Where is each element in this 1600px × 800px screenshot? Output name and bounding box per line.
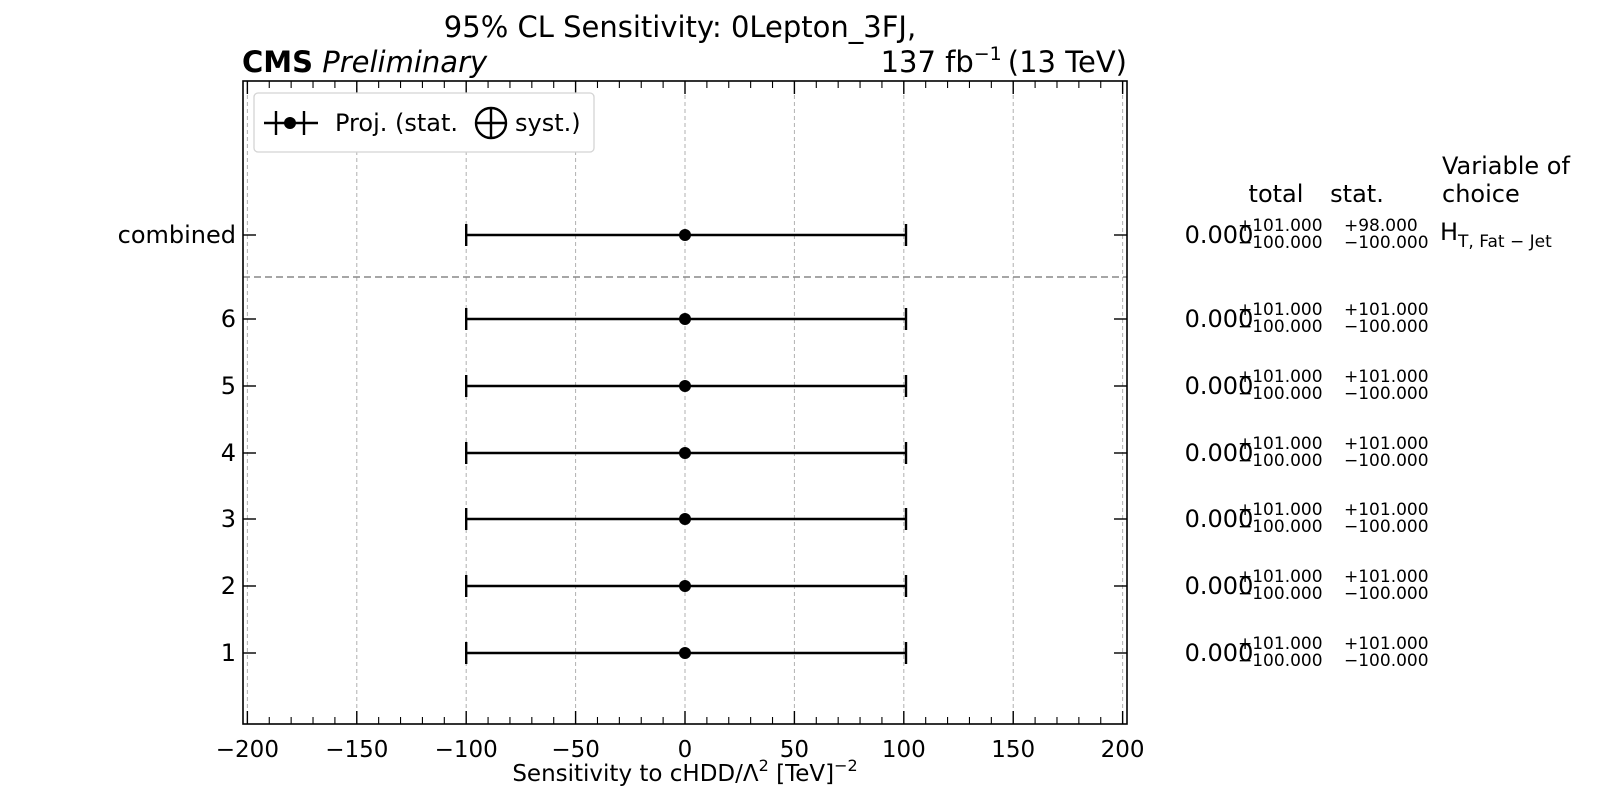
data-point [679,447,691,459]
stat-error-up: +101.000 [1344,567,1429,587]
column-header-stat: stat. [1330,180,1384,208]
y-tick-label: 4 [221,439,236,467]
legend-box [253,92,595,153]
total-error-down: −100.000 [1238,651,1323,671]
total-error-down: −100.000 [1238,584,1323,604]
x-tick-label: 200 [1101,737,1145,763]
total-error-down: −100.000 [1238,317,1323,337]
stat-error-up: +101.000 [1344,434,1429,454]
x-tick-label: −50 [551,737,600,763]
total-error-down: −100.000 [1238,233,1323,253]
central-value: 0.000 [1185,505,1254,533]
total-error-up: +101.000 [1238,500,1323,520]
luminosity-label: 137 fb−1 (13 TeV) [881,43,1127,79]
variable-subscript: T, Fat − Jet [1457,232,1552,252]
data-point [679,313,691,325]
data-point [679,229,691,241]
y-tick-label: 2 [221,572,236,600]
x-tick-label: −150 [325,737,388,763]
stat-error-down: −100.000 [1344,233,1429,253]
experiment-label: CMS Preliminary [242,45,488,79]
y-tick-label: 3 [221,505,236,533]
energy-label: (13 TeV) [1008,45,1127,79]
total-error-up: +101.000 [1238,567,1323,587]
central-value: 0.000 [1185,221,1254,249]
total-error-up: +101.000 [1238,300,1323,320]
x-tick-label: 0 [678,737,693,763]
central-value: 0.000 [1185,639,1254,667]
x-axis-label: Sensitivity to cHDD/Λ2 [TeV]−2 [512,756,857,787]
total-error-up: +101.000 [1238,434,1323,454]
total-error-down: −100.000 [1238,384,1323,404]
data-point [679,380,691,392]
y-tick-label: 1 [221,639,236,667]
total-error-down: −100.000 [1238,517,1323,537]
y-tick-label: 6 [221,305,236,333]
grid-lines [246,81,1124,724]
variable-of-choice: HT, Fat − Jet [1440,218,1552,252]
x-tick-label: 50 [780,737,809,763]
column-header-total: total [1249,180,1304,208]
x-tick-label: 100 [882,737,926,763]
stat-error-down: −100.000 [1344,517,1429,537]
data-point [679,647,691,659]
stat-error-up: +101.000 [1344,500,1429,520]
stat-error-down: −100.000 [1344,451,1429,471]
x-tick-label: −200 [216,737,279,763]
stat-error-up: +101.000 [1344,634,1429,654]
lumi-exponent: −1 [974,43,1002,65]
oplus-icon [474,106,508,140]
chart-title: 95% CL Sensitivity: 0Lepton_3FJ, [444,10,916,44]
lumi-value: 137 fb [881,45,974,79]
central-value: 0.000 [1185,372,1254,400]
total-error-up: +101.000 [1238,367,1323,387]
column-header-variable-1: Variable of [1442,152,1570,180]
total-error-up: +101.000 [1238,634,1323,654]
legend-label-stat: Proj. (stat. [335,109,458,137]
x-axis-ticks: −200 −150 −100 −50 0 50 100 150 200 [216,81,1145,763]
column-header-variable-2: choice [1442,180,1520,208]
legend: Proj. (stat. syst.) [253,92,595,153]
x-tick-label: −100 [435,737,498,763]
legend-errorbar-icon [264,111,318,135]
variable-main: H [1440,218,1458,246]
experiment-name: CMS [242,45,313,79]
data-point [679,513,691,525]
stat-error-down: −100.000 [1344,651,1429,671]
stat-error-down: −100.000 [1344,384,1429,404]
experiment-status: Preliminary [322,45,488,79]
central-value: 0.000 [1185,439,1254,467]
y-tick-label: combined [118,221,236,249]
stat-error-down: −100.000 [1344,584,1429,604]
stat-error-up: +101.000 [1344,300,1429,320]
stat-error-up: +101.000 [1344,367,1429,387]
total-error-down: −100.000 [1238,451,1323,471]
stat-error-up: +98.000 [1344,216,1418,236]
x-tick-label: 150 [991,737,1035,763]
central-value: 0.000 [1185,572,1254,600]
data-rows: combined 0.000+101.000−100.000+98.000−100… [118,216,1429,671]
data-point [679,580,691,592]
central-value: 0.000 [1185,305,1254,333]
y-tick-label: 5 [221,372,236,400]
total-error-up: +101.000 [1238,216,1323,236]
stat-error-down: −100.000 [1344,317,1429,337]
legend-label-syst: syst.) [515,109,581,137]
